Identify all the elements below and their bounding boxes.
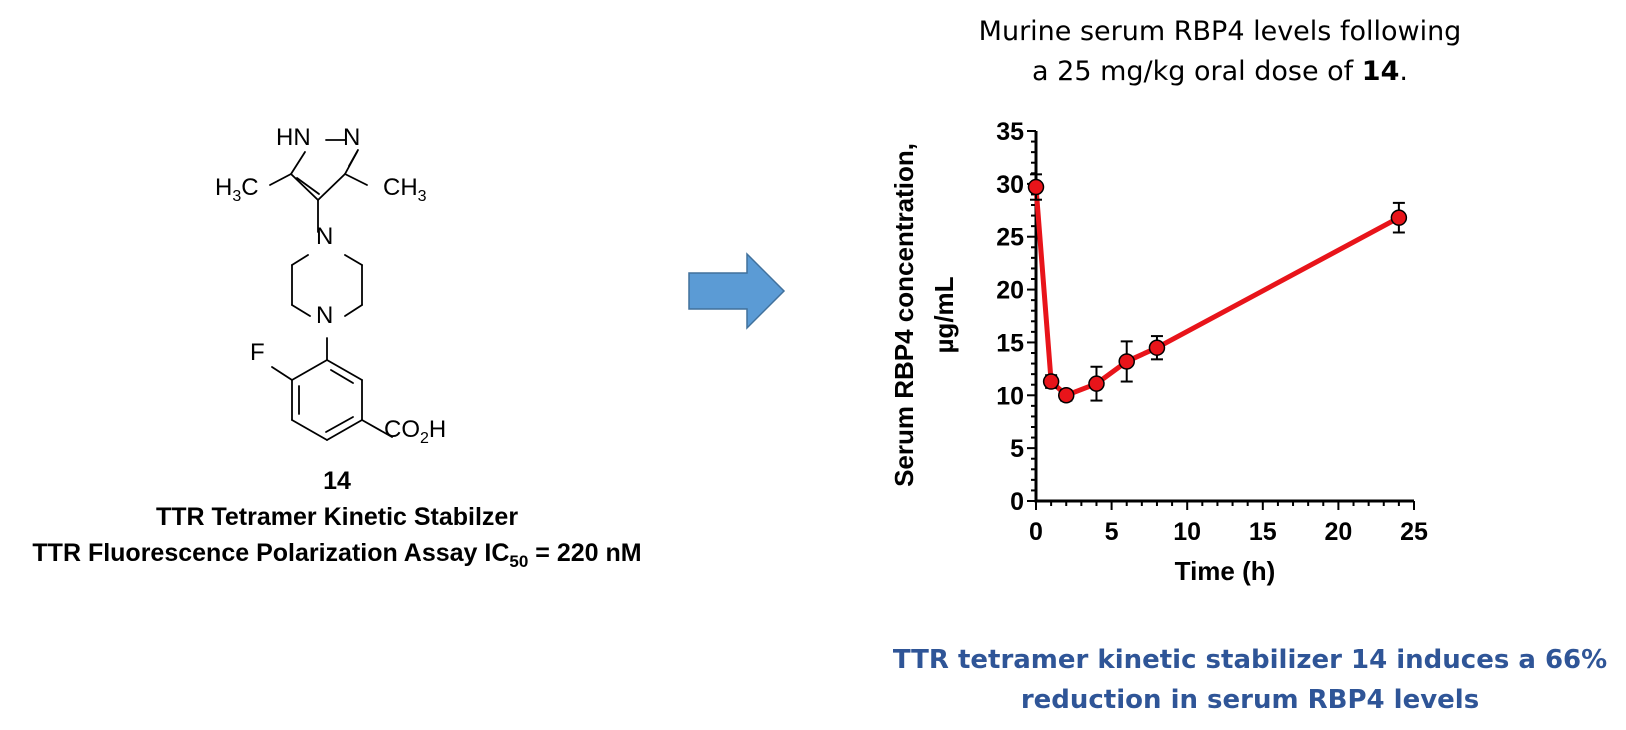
rbp4-chart: 0 5 10 15 20 25 30 35 0 5 10 15 20 25 Time (h) Serum … — [889, 118, 1428, 586]
data-point — [1148, 339, 1166, 356]
x-tick-label: 25 — [1400, 518, 1428, 546]
data-point — [1390, 209, 1408, 226]
assay-result: TTR Fluorescence Polarization Assay IC50… — [32, 539, 642, 571]
data-point — [1057, 387, 1075, 404]
methyl-right: CH3 — [383, 174, 427, 205]
chart-title-line2: a 25 mg/kg oral dose of 14. — [1032, 56, 1408, 87]
series-line — [1033, 186, 1401, 398]
methyl-left: H3C — [215, 174, 259, 205]
y-tick-label: 20 — [996, 277, 1024, 305]
y-tick-label: 15 — [996, 329, 1024, 357]
summary-line2: reduction in serum RBP4 levels — [1020, 685, 1480, 715]
y-tick-label: 30 — [996, 171, 1024, 199]
data-point — [1042, 373, 1060, 390]
y-axis-label-line1: Serum RBP4 concentration, — [889, 143, 919, 487]
atom-hn: HN — [276, 124, 311, 151]
atom-fluorine: F — [250, 339, 265, 366]
y-tick-label: 0 — [1010, 488, 1024, 516]
y-tick-label: 5 — [1010, 435, 1024, 463]
chart-axes — [1034, 131, 1414, 503]
y-axis-label-line2: µg/mL — [929, 276, 959, 353]
y-tick-label: 25 — [996, 224, 1024, 252]
x-tick-label: 0 — [1029, 518, 1043, 546]
data-point — [1118, 353, 1135, 370]
atom-n-pyrazole: N — [343, 124, 360, 151]
structure-atom-labels: HN N H3C CH3 N N F CO2H — [215, 124, 446, 447]
data-point — [1027, 178, 1045, 196]
right-arrow-icon — [688, 252, 786, 330]
atom-n-bottom: N — [316, 302, 333, 329]
chart-title-line1: Murine serum RBP4 levels following — [978, 16, 1462, 47]
summary-text: TTR tetramer kinetic stabilizer 14 induc… — [890, 640, 1610, 720]
compound-number: 14 — [323, 467, 351, 495]
chart-title: Murine serum RBP4 levels following a 25 … — [920, 12, 1520, 92]
x-tick-label: 10 — [1173, 518, 1201, 546]
x-axis-label: Time (h) — [1175, 556, 1276, 586]
data-point — [1088, 375, 1105, 392]
chart-ticks — [1027, 130, 1415, 510]
chart-series — [1027, 173, 1408, 404]
carboxylic-acid: CO2H — [384, 416, 446, 447]
atom-n-top: N — [316, 223, 333, 250]
y-tick-label: 35 — [996, 118, 1024, 146]
chemical-structure — [269, 139, 393, 441]
compound-description: TTR Tetramer Kinetic Stabilzer — [155, 503, 519, 531]
x-tick-label: 20 — [1324, 518, 1352, 546]
y-tick-label: 10 — [996, 382, 1024, 410]
x-tick-label: 5 — [1105, 518, 1119, 546]
summary-line1: TTR tetramer kinetic stabilizer 14 induc… — [892, 645, 1608, 675]
x-tick-label: 15 — [1249, 518, 1277, 546]
chart-tick-labels: 0 5 10 15 20 25 30 35 0 5 10 15 20 25 — [996, 118, 1428, 546]
